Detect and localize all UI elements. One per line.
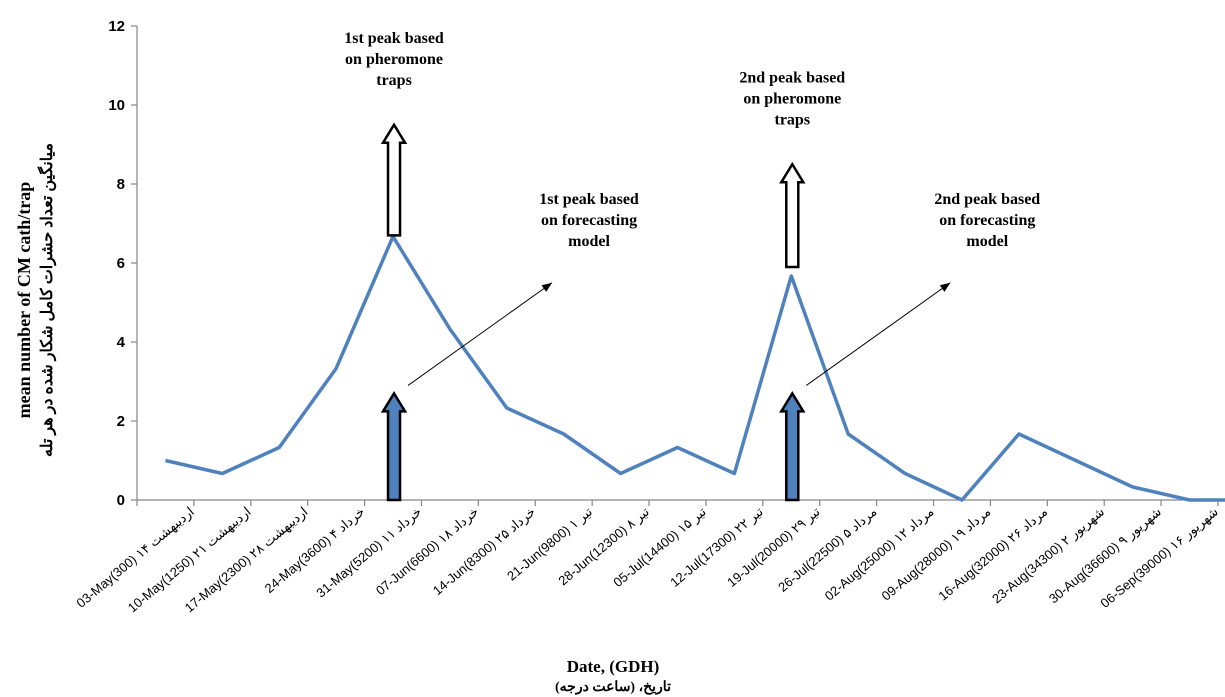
x-tick-label: 05-Jul(14400) ۱۵ تیر xyxy=(610,504,710,591)
y-tick-label: 0 xyxy=(117,492,125,509)
annotation-text: traps xyxy=(775,111,811,128)
x-tick-label: 19-Jul(20000) ۲۹ تیر xyxy=(724,504,824,591)
pointer-arrow-head xyxy=(541,282,553,292)
annotation-text: 1st peak based xyxy=(539,191,639,208)
x-tick-label: 02-Aug(25000) ۱۲ مرداد xyxy=(822,504,937,604)
annotation-text: 2nd peak based xyxy=(934,191,1040,208)
y-tick-label: 6 xyxy=(117,255,125,272)
pointer-arrow-line xyxy=(407,282,553,386)
filled-peak-arrow xyxy=(380,390,408,502)
filled-peak-arrow xyxy=(779,390,806,502)
series-group xyxy=(165,234,1225,502)
annotation-text: on forecasting xyxy=(939,212,1035,229)
pointer-arrow-head xyxy=(939,282,951,292)
x-tick-label: 31-May(5200) ۱۱ خرداد xyxy=(313,504,425,601)
annotation-text: traps xyxy=(376,72,412,89)
annotation-text: model xyxy=(966,233,1008,250)
x-tick-label: 14-Jun(8300) ۲۵ خرداد xyxy=(430,504,539,599)
annotation-text: model xyxy=(568,233,610,250)
pointer-arrow-line xyxy=(805,282,951,386)
y-tick-label: 4 xyxy=(117,334,126,351)
annotations: 1st peak based on pheromone traps 1st peak … xyxy=(344,30,1040,250)
y-tick-label: 2 xyxy=(117,413,125,430)
axes xyxy=(136,26,1218,501)
annotation-text: on pheromone xyxy=(345,51,443,68)
y-tick-label: 8 xyxy=(117,176,125,193)
series-line xyxy=(165,234,1225,502)
x-tick-label: 12-Jul(17300) ۲۲ تیر xyxy=(667,504,767,591)
x-tick-label: 09-Aug(28000) ۱۹ مرداد xyxy=(879,504,994,604)
x-tick-label: 07-Jun(6600) ۱۸ خرداد xyxy=(373,504,482,599)
x-tick-label: 16-Aug(32000) ۲۶ مرداد xyxy=(935,504,1050,604)
annotation-arrows xyxy=(380,122,951,502)
x-tick-label: 06-Sep(39000) ۱۶ شهریور xyxy=(1097,504,1221,612)
x-axis-label: Date, (GDH) xyxy=(567,657,660,676)
x-tick-label: 24-May(3600) ۴ خرداد xyxy=(262,504,368,597)
y-axis-label: mean number of CM cath/trap xyxy=(14,182,34,419)
annotation-text: 2nd peak based xyxy=(739,69,845,86)
x-tick-label: 26-Jul(22500) ۵ مرداد xyxy=(775,504,880,596)
y-axis-label-fa: میانگین تعداد حشرات کامل شکار شده در هر … xyxy=(37,143,57,457)
y-ticks: 0 2 4 6 8 10 12 xyxy=(108,18,137,509)
x-axis-label-fa: تاریخ، (ساعت درجه) xyxy=(555,680,671,695)
y-tick-label: 12 xyxy=(108,18,125,35)
hollow-peak-arrow xyxy=(380,122,408,237)
annotation-text: 1st peak based xyxy=(344,30,444,47)
y-tick-label: 10 xyxy=(108,97,125,114)
annotation-text: on forecasting xyxy=(541,212,637,229)
annotation-text: on pheromone xyxy=(743,90,841,107)
hollow-peak-arrow xyxy=(779,161,806,269)
